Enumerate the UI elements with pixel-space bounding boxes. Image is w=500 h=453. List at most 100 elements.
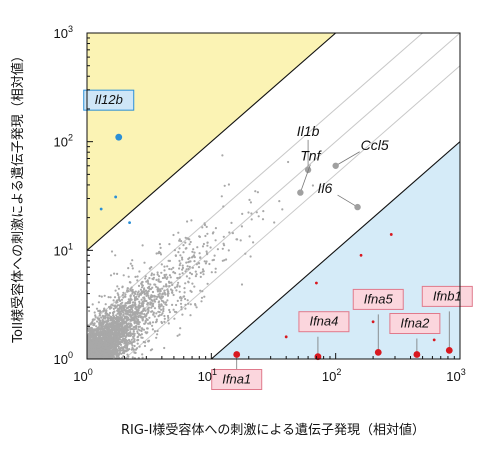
- bg-point: [176, 334, 179, 337]
- gene-leader-ccl5: [335, 151, 360, 167]
- bg-point: [221, 247, 224, 250]
- bg-point: [278, 200, 281, 203]
- bg-point: [147, 308, 150, 311]
- bg-point: [175, 311, 178, 314]
- bg-point: [138, 345, 141, 348]
- bg-point: [99, 327, 102, 330]
- bg-point: [143, 344, 147, 348]
- bg-point: [88, 334, 91, 337]
- bg-point: [201, 226, 204, 229]
- ratio-lines: [87, 33, 460, 359]
- bg-point: [125, 344, 128, 347]
- bg-point: [118, 311, 121, 314]
- bg-point: [184, 303, 187, 306]
- bg-point: [103, 308, 106, 311]
- gene-leader-tnf: [299, 164, 311, 193]
- bg-point: [92, 353, 95, 356]
- bg-point: [126, 287, 129, 290]
- bg-point: [191, 266, 194, 269]
- bg-point: [161, 276, 165, 280]
- bg-point: [117, 296, 120, 299]
- bg-point: [150, 266, 153, 269]
- bg-point: [178, 333, 181, 336]
- bg-point: [141, 356, 144, 359]
- ratio-line-1: [87, 33, 460, 359]
- bg-point: [151, 324, 154, 327]
- bg-point: [137, 308, 140, 311]
- bg-point: [99, 350, 102, 353]
- bg-point: [110, 250, 114, 253]
- bg-point: [98, 345, 101, 348]
- bg-point: [120, 306, 123, 309]
- bg-point: [122, 326, 125, 329]
- bg-point: [126, 343, 129, 346]
- bg-point: [119, 321, 122, 325]
- bg-point: [90, 352, 93, 355]
- bg-point: [206, 282, 209, 285]
- bg-point: [113, 346, 116, 349]
- bg-point: [140, 286, 144, 289]
- bg-point: [241, 212, 244, 215]
- bg-point: [130, 334, 133, 337]
- bg-point: [88, 343, 91, 346]
- bg-point: [214, 239, 217, 242]
- bg-point: [133, 328, 136, 331]
- bg-point: [184, 241, 187, 244]
- bg-point: [128, 326, 131, 329]
- bg-point: [134, 325, 137, 328]
- bg-point: [184, 270, 187, 273]
- bg-point: [144, 289, 148, 292]
- bg-point: [94, 346, 97, 349]
- bg-point: [216, 248, 219, 251]
- bg-point: [201, 270, 204, 273]
- bg-point: [133, 313, 136, 316]
- bg-point: [174, 254, 177, 257]
- bg-point: [111, 317, 114, 321]
- bg-point: [198, 235, 201, 238]
- bg-point: [143, 322, 146, 325]
- bg-point: [222, 205, 225, 208]
- bg-point: [153, 283, 156, 286]
- bg-point: [159, 297, 163, 300]
- bg-point: [132, 348, 135, 351]
- bg-point: [134, 275, 137, 278]
- gene-point-ifna5: [374, 349, 382, 356]
- bg-point: [175, 289, 178, 292]
- bg-point: [255, 211, 258, 214]
- bg-point: [190, 273, 193, 276]
- bg-point: [121, 294, 124, 297]
- bg-point: [181, 268, 184, 271]
- bg-point: [191, 282, 194, 285]
- bg-point: [162, 310, 165, 313]
- bg-point: [144, 320, 147, 323]
- bg-point: [206, 244, 209, 247]
- bg-point: [166, 290, 170, 293]
- bg-point: [113, 296, 117, 299]
- bg-point: [139, 334, 142, 337]
- bg-point: [105, 353, 108, 356]
- bg-point: [152, 311, 155, 314]
- bg-point: [214, 271, 217, 274]
- bg-point: [118, 341, 121, 344]
- bg-point-red: [315, 281, 318, 285]
- bg-point: [131, 309, 134, 312]
- bg-point: [178, 273, 181, 276]
- bg-point: [91, 303, 94, 306]
- bg-point: [209, 246, 212, 249]
- bg-point: [118, 332, 121, 335]
- bg-point: [167, 322, 170, 325]
- bg-point: [214, 227, 217, 230]
- bg-point: [105, 309, 108, 312]
- bg-point: [93, 322, 96, 325]
- bg-point: [122, 311, 125, 314]
- bg-point: [173, 249, 176, 252]
- y-tick-exp: 0: [68, 350, 73, 360]
- bg-point: [187, 257, 190, 261]
- bg-point: [222, 235, 225, 238]
- bg-point: [213, 254, 216, 257]
- bg-point: [108, 351, 111, 355]
- bg-point: [130, 327, 133, 331]
- bg-point: [168, 274, 171, 277]
- bg-point: [115, 347, 118, 350]
- bg-point: [101, 314, 105, 318]
